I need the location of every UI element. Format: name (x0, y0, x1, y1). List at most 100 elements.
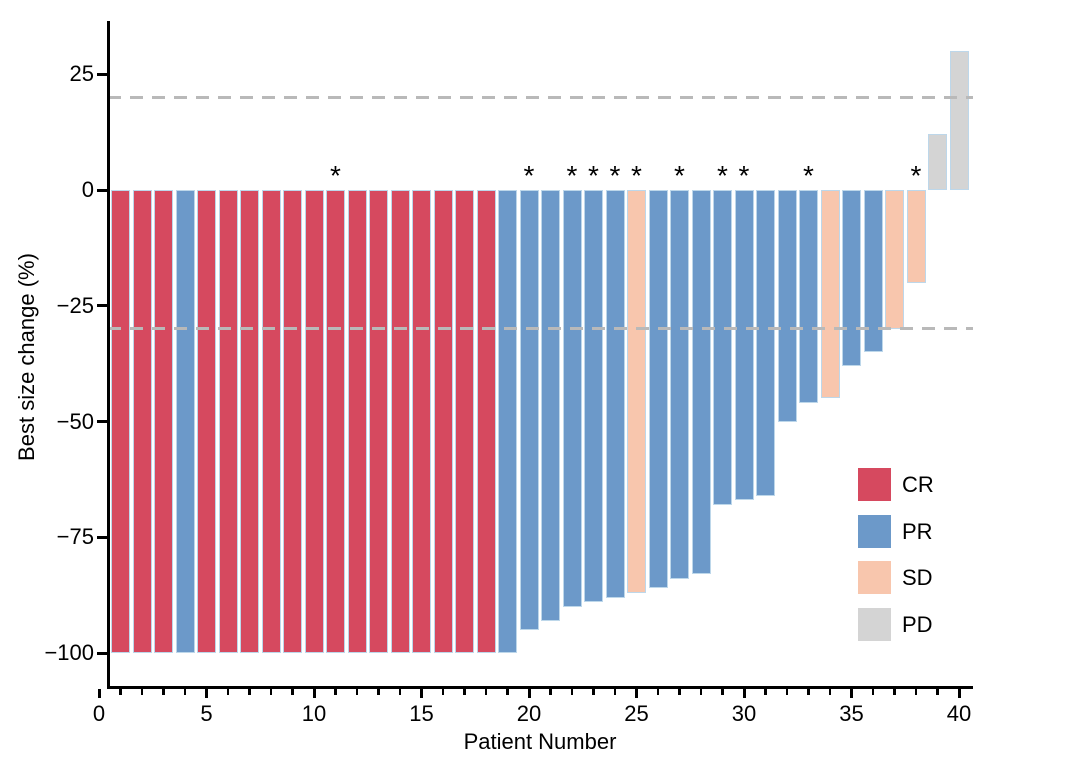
bar-patient-3 (154, 190, 173, 654)
bar-patient-25 (627, 190, 646, 593)
bar-patient-33 (799, 190, 818, 404)
x-minor-tick-mark (914, 688, 918, 695)
y-tick-label: −75 (56, 524, 94, 550)
y-tick-mark (97, 420, 107, 424)
x-major-tick-mark (635, 688, 638, 698)
significance-asterisk: * (523, 160, 535, 191)
bar-patient-40 (949, 51, 969, 190)
x-major-tick-mark (97, 688, 101, 698)
x-minor-tick-mark (549, 688, 552, 695)
x-major-tick-mark (312, 688, 316, 698)
bar-patient-13 (369, 190, 388, 654)
significance-asterisk: * (631, 160, 642, 191)
y-tick-mark (97, 72, 107, 76)
x-minor-tick-mark (248, 688, 251, 695)
significance-asterisk: * (566, 160, 578, 191)
x-minor-tick-mark (140, 688, 144, 695)
legend-label-pr: PR (902, 518, 933, 544)
y-tick-mark (97, 651, 107, 655)
x-axis-title: Patient Number (463, 729, 617, 754)
bar-patient-10 (304, 190, 324, 654)
x-tick-label: 35 (839, 701, 864, 726)
bar-patient-12 (347, 190, 367, 654)
x-minor-tick-mark (656, 688, 660, 695)
legend-swatch-pr (858, 514, 891, 548)
x-minor-tick-mark (893, 688, 896, 695)
x-minor-tick-mark (785, 688, 789, 695)
x-tick-label: 25 (624, 701, 649, 726)
legend-swatch-pd (858, 607, 891, 641)
x-major-tick-mark (742, 688, 746, 698)
bar-patient-24 (605, 190, 625, 598)
x-tick-label: 40 (946, 701, 972, 726)
x-tick-label: 5 (200, 701, 213, 726)
x-minor-tick-mark (269, 688, 273, 695)
x-minor-tick-mark (828, 688, 832, 695)
significance-asterisk: * (330, 160, 341, 191)
x-minor-tick-mark (699, 688, 703, 695)
significance-asterisk: * (674, 160, 685, 191)
x-minor-tick-mark (355, 688, 359, 695)
bar-patient-39 (928, 134, 947, 190)
bar-patient-29 (713, 190, 732, 505)
y-tick-label: 0 (81, 177, 94, 202)
x-minor-tick-mark (506, 688, 509, 695)
bar-patient-23 (584, 190, 603, 603)
bar-patient-2 (132, 190, 152, 654)
x-minor-tick-mark (936, 688, 939, 695)
x-minor-tick-mark (334, 688, 337, 695)
x-minor-tick-mark (484, 688, 488, 695)
bar-patient-9 (283, 190, 302, 654)
legend-label-pd: PD (902, 611, 933, 637)
bar-patient-15 (412, 190, 431, 654)
bar-patient-35 (842, 190, 861, 367)
bar-patient-30 (734, 190, 754, 501)
bar-patient-14 (390, 190, 410, 654)
x-major-tick-mark (205, 688, 208, 698)
bar-patient-5 (197, 190, 216, 654)
x-major-tick-mark (527, 688, 531, 698)
significance-asterisk: * (588, 160, 599, 191)
y-tick-label: −25 (56, 292, 94, 318)
y-tick-mark (97, 304, 107, 308)
x-minor-tick-mark (119, 688, 122, 695)
x-major-tick-mark (957, 688, 961, 698)
bar-patient-1 (111, 190, 130, 654)
significance-asterisk: * (803, 160, 814, 191)
bar-patient-16 (433, 190, 453, 654)
x-minor-tick-mark (226, 688, 230, 695)
y-axis-line (106, 21, 110, 689)
bar-patient-7 (240, 190, 259, 654)
legend-swatch-cr (858, 468, 891, 501)
x-minor-tick-mark (592, 688, 595, 695)
x-minor-tick-mark (764, 688, 767, 695)
bar-patient-37 (885, 190, 904, 329)
x-minor-tick-mark (807, 688, 810, 695)
bar-patient-6 (218, 190, 238, 654)
bar-patient-32 (777, 190, 797, 422)
x-minor-tick-mark (570, 688, 574, 695)
bar-patient-36 (863, 190, 883, 353)
y-tick-label: −50 (56, 408, 94, 434)
bar-patient-34 (820, 190, 840, 399)
x-minor-tick-mark (463, 688, 466, 695)
x-minor-tick-mark (398, 688, 402, 695)
x-minor-tick-mark (291, 688, 294, 695)
y-tick-label: −100 (44, 640, 94, 666)
reference-line-20 (108, 95, 973, 99)
x-minor-tick-mark (721, 688, 724, 695)
bar-patient-27 (670, 190, 689, 580)
x-minor-tick-mark (871, 688, 875, 695)
x-axis-line (106, 685, 973, 689)
bar-patient-21 (541, 190, 560, 621)
x-tick-label: 15 (409, 701, 434, 726)
x-minor-tick-mark (377, 688, 380, 695)
significance-asterisk: * (910, 160, 922, 191)
x-minor-tick-mark (441, 688, 445, 695)
x-tick-label: 10 (301, 701, 327, 726)
significance-asterisk: * (717, 160, 728, 191)
bar-patient-17 (455, 190, 474, 654)
legend-swatch-sd (858, 561, 891, 594)
bar-patient-18 (476, 190, 496, 654)
